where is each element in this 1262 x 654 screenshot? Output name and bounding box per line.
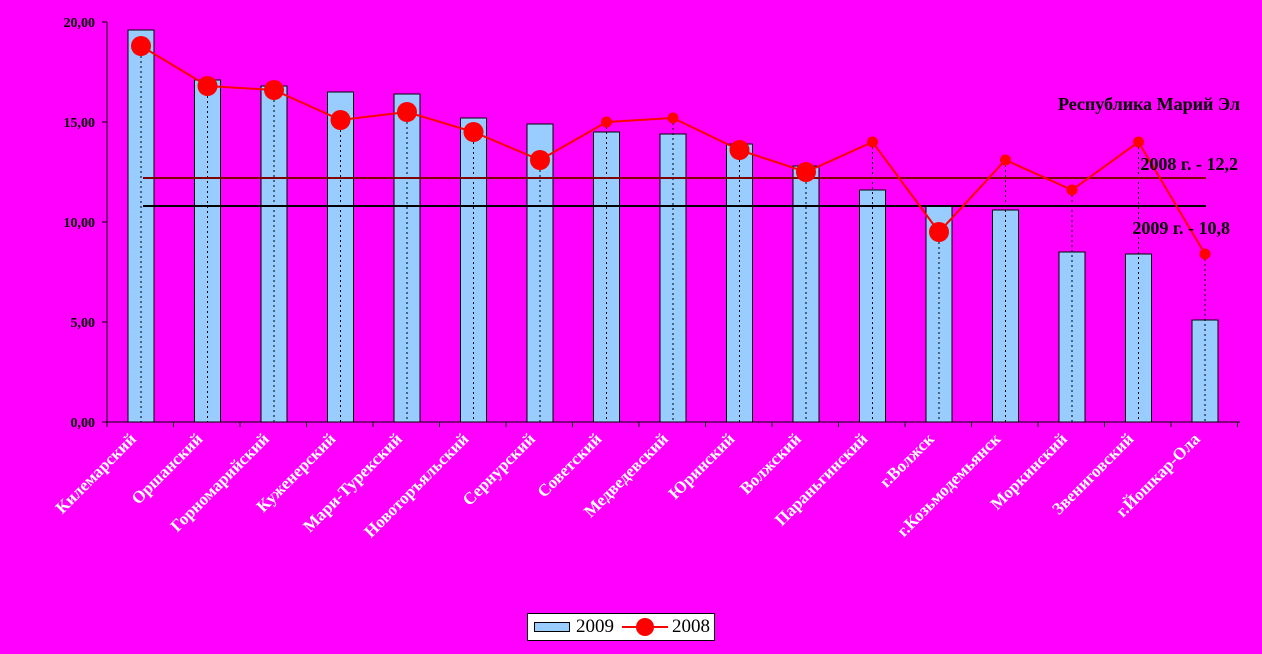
reference-lines <box>143 177 1206 207</box>
refline-2008-label: 2008 г. - 12,2 <box>1140 154 1238 174</box>
axes: 0,00 5,00 10,00 15,00 20,00 <box>64 16 1240 431</box>
point-2008 <box>796 162 816 182</box>
point-2008 <box>264 80 284 100</box>
bar-2009 <box>526 123 554 423</box>
category-label: Килемарский <box>52 429 140 517</box>
category-label: г.Волжск <box>876 429 938 491</box>
y-tick-label: 0,00 <box>71 416 96 431</box>
category-label: Волжский <box>736 429 805 498</box>
point-2008 <box>601 116 612 128</box>
refline-2009-label: 2009 г. - 10,8 <box>1132 218 1230 238</box>
y-tick-label: 10,00 <box>64 216 96 231</box>
point-2008 <box>397 102 417 122</box>
point-2008 <box>867 136 878 148</box>
point-2008 <box>530 150 550 170</box>
point-2008 <box>197 76 218 96</box>
point-2008 <box>1199 248 1211 260</box>
point-2008 <box>1133 136 1144 148</box>
point-2008 <box>1000 154 1011 166</box>
y-tick-label: 20,00 <box>64 16 96 31</box>
region-annotation: Республика Марий Эл <box>1058 94 1240 114</box>
point-2008 <box>729 140 750 160</box>
point-2008 <box>667 112 679 124</box>
legend-label-2009: 2009 <box>576 616 614 637</box>
legend-item-2009: 2009 <box>528 616 614 638</box>
legend-swatch-2009 <box>534 622 570 632</box>
category-label: Сернурский <box>459 429 539 509</box>
point-2008 <box>929 222 949 242</box>
legend-item-2008: 2008 <box>614 615 710 639</box>
category-label: Советский <box>534 429 606 501</box>
bar-series-2009 <box>127 29 1219 423</box>
category-label: Юринский <box>665 429 739 503</box>
line-series-2008 <box>131 36 1211 260</box>
y-tick-label: 15,00 <box>64 116 96 131</box>
point-2008 <box>1066 184 1078 196</box>
legend-label-2008: 2008 <box>672 616 710 637</box>
y-tick-label: 5,00 <box>71 316 96 331</box>
category-labels: КилемарскийОршанскийГорномарийскийКужене… <box>52 429 1204 541</box>
point-2008 <box>330 110 351 130</box>
point-2008 <box>131 36 151 56</box>
legend: 2009 2008 <box>527 613 715 641</box>
legend-swatch-2008 <box>622 618 668 636</box>
point-2008 <box>463 122 484 142</box>
